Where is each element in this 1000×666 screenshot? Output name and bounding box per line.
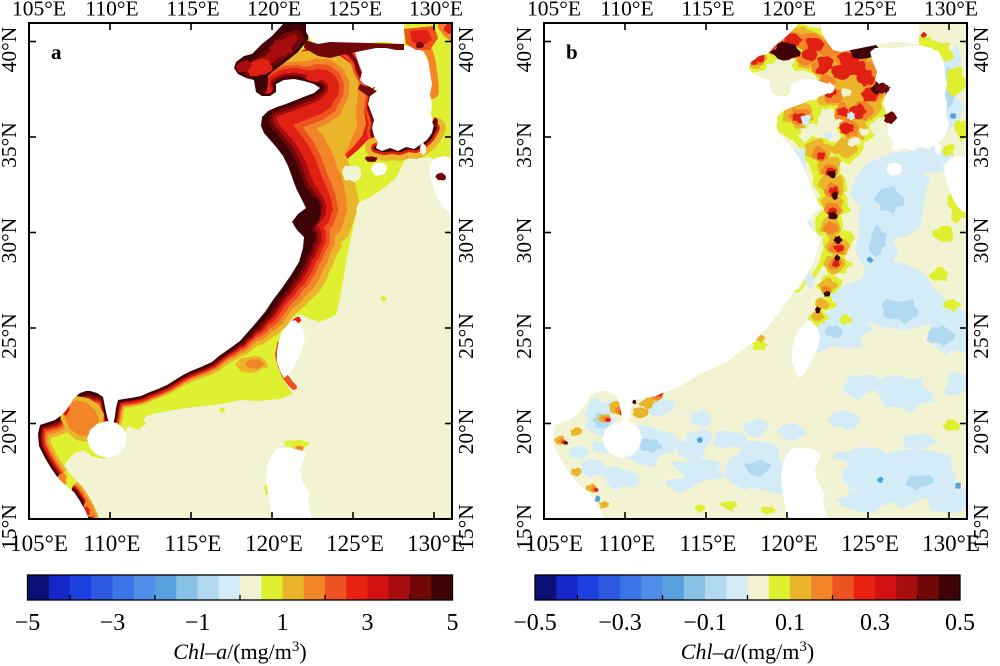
svg-text:115°E: 115°E xyxy=(680,531,737,556)
svg-text:130°E: 130°E xyxy=(407,531,465,556)
svg-text:0.5: 0.5 xyxy=(945,610,975,636)
svg-text:25°N: 25°N xyxy=(512,313,536,359)
svg-text:40°N: 40°N xyxy=(454,26,478,72)
svg-text:125°E: 125°E xyxy=(328,0,382,21)
svg-text:40°N: 40°N xyxy=(512,26,536,72)
svg-text:−0.3: −0.3 xyxy=(598,610,642,636)
svg-text:40°N: 40°N xyxy=(969,26,993,72)
svg-text:b: b xyxy=(566,40,578,64)
svg-text:115°E: 115°E xyxy=(165,531,222,556)
svg-text:15°N: 15°N xyxy=(969,504,993,550)
svg-text:a: a xyxy=(51,40,62,64)
svg-text:15°N: 15°N xyxy=(454,504,478,550)
svg-text:15°N: 15°N xyxy=(512,504,536,550)
svg-text:120°E: 120°E xyxy=(760,531,818,556)
svg-text:110°E: 110°E xyxy=(85,0,138,21)
svg-text:115°E: 115°E xyxy=(681,0,734,21)
svg-text:130°E: 130°E xyxy=(409,0,463,21)
svg-text:25°N: 25°N xyxy=(0,313,21,359)
svg-text:−0.1: −0.1 xyxy=(683,610,727,636)
svg-text:130°E: 130°E xyxy=(922,531,980,556)
svg-text:30°N: 30°N xyxy=(454,217,478,263)
svg-text:105°E: 105°E xyxy=(12,0,66,21)
svg-text:35°N: 35°N xyxy=(454,122,478,168)
svg-text:20°N: 20°N xyxy=(0,408,21,454)
svg-text:130°E: 130°E xyxy=(924,0,978,21)
svg-text:20°N: 20°N xyxy=(512,408,536,454)
svg-text:0.3: 0.3 xyxy=(860,610,890,636)
svg-text:40°N: 40°N xyxy=(0,26,21,72)
svg-text:5: 5 xyxy=(447,610,459,636)
svg-text:110°E: 110°E xyxy=(600,0,653,21)
svg-text:15°N: 15°N xyxy=(0,504,21,550)
svg-text:120°E: 120°E xyxy=(245,531,303,556)
svg-text:3: 3 xyxy=(362,610,374,636)
svg-text:−5: −5 xyxy=(15,610,41,636)
svg-text:30°N: 30°N xyxy=(512,217,536,263)
svg-text:1: 1 xyxy=(277,610,289,636)
svg-text:30°N: 30°N xyxy=(969,217,993,263)
svg-text:Chl–a/(mg/m3): Chl–a/(mg/m3) xyxy=(173,639,306,664)
svg-text:105°E: 105°E xyxy=(527,0,581,21)
svg-text:35°N: 35°N xyxy=(512,122,536,168)
svg-text:110°E: 110°E xyxy=(599,531,656,556)
svg-text:Chl–a/(mg/m3): Chl–a/(mg/m3) xyxy=(681,639,814,664)
svg-text:125°E: 125°E xyxy=(843,0,897,21)
svg-text:125°E: 125°E xyxy=(841,531,899,556)
svg-text:110°E: 110°E xyxy=(84,531,141,556)
svg-text:30°N: 30°N xyxy=(0,217,21,263)
svg-text:20°N: 20°N xyxy=(454,408,478,454)
svg-text:25°N: 25°N xyxy=(969,313,993,359)
svg-text:120°E: 120°E xyxy=(762,0,816,21)
svg-text:115°E: 115°E xyxy=(166,0,219,21)
svg-text:−0.5: −0.5 xyxy=(513,610,557,636)
svg-text:125°E: 125°E xyxy=(326,531,384,556)
svg-text:120°E: 120°E xyxy=(247,0,301,21)
svg-text:20°N: 20°N xyxy=(969,408,993,454)
svg-text:35°N: 35°N xyxy=(0,122,21,168)
svg-text:0.1: 0.1 xyxy=(775,610,805,636)
svg-text:−3: −3 xyxy=(100,610,126,636)
svg-text:105°E: 105°E xyxy=(10,531,68,556)
svg-text:25°N: 25°N xyxy=(454,313,478,359)
svg-text:105°E: 105°E xyxy=(525,531,583,556)
svg-text:−1: −1 xyxy=(185,610,211,636)
svg-text:35°N: 35°N xyxy=(969,122,993,168)
